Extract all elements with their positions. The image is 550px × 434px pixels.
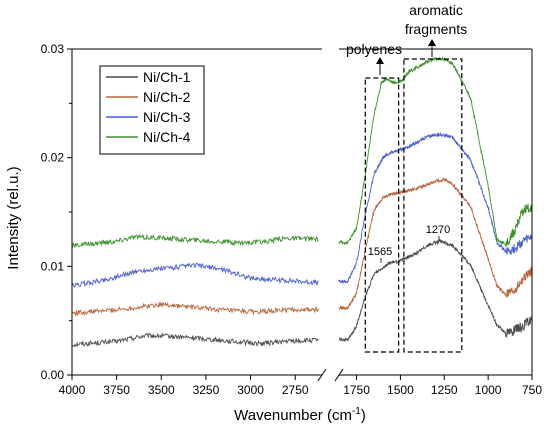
series-line-ni-ch-4-right	[338, 56, 533, 248]
series-line-ni-ch-2-right	[338, 177, 533, 311]
x-tick-label: 1000	[475, 383, 502, 397]
annotation-boxes	[364, 58, 463, 353]
x-tick-label: 1500	[387, 383, 414, 397]
peak-label-1270: 1270	[426, 224, 450, 236]
polyenes-arrow	[376, 57, 384, 75]
x-tick-label: 750	[522, 383, 542, 397]
axis-break-mark-2	[334, 368, 344, 382]
y-tick-label: 0.03	[41, 42, 65, 56]
legend-label-ni-ch-2: Ni/Ch-2	[143, 89, 191, 105]
legend-frame	[99, 65, 205, 155]
x-tick-label: 3750	[103, 383, 130, 397]
legend-label-ni-ch-1: Ni/Ch-1	[143, 69, 191, 85]
series-line-ni-ch-4-left	[71, 233, 319, 248]
y-tick-label: 0.02	[41, 151, 65, 165]
polyenes-box	[364, 77, 400, 353]
x-axis-title: Wavenumber (cm-1)	[234, 406, 366, 424]
legend-label-ni-ch-3: Ni/Ch-3	[143, 109, 191, 125]
series-line-ni-ch-3-right	[338, 132, 533, 285]
peak-label-1565: 1565	[368, 246, 392, 258]
series-line-ni-ch-1-left	[71, 332, 319, 348]
x-axis-title-sup: -1	[352, 406, 361, 417]
aromatic-label-line2: fragments	[405, 21, 467, 37]
y-axis-title: Intensity (rel.u.)	[5, 166, 22, 269]
aromatic-box	[403, 58, 463, 353]
series-line-ni-ch-1-right	[338, 239, 533, 343]
polyenes-label: polyenes	[346, 41, 402, 57]
x-tick-label: 4000	[59, 383, 86, 397]
aromatic-arrow	[428, 39, 436, 57]
legend-entries: Ni/Ch-1 Ni/Ch-2 Ni/Ch-3 Ni/Ch-4	[106, 69, 191, 145]
x-axis-title-end: )	[361, 407, 366, 424]
x-axis-title-main: Wavenumber (cm	[234, 407, 352, 424]
axes: 0.00 0.01 0.02 0.03 4000 3750 3500 3250 3000 2750…	[41, 42, 543, 397]
legend: Ni/Ch-1 Ni/Ch-2 Ni/Ch-3 Ni/Ch-4	[99, 65, 205, 155]
series-layer	[71, 56, 533, 348]
x-tick-label: 1750	[343, 383, 370, 397]
series-line-ni-ch-3-left	[71, 262, 319, 288]
x-tick-label: 3000	[237, 383, 264, 397]
axis-break-mark-1	[317, 368, 327, 382]
aromatic-label-line1: aromatic	[409, 2, 463, 18]
x-tick-label: 2750	[282, 383, 309, 397]
x-tick-label: 1250	[431, 383, 458, 397]
x-tick-label: 3500	[148, 383, 175, 397]
series-line-ni-ch-2-left	[71, 301, 319, 317]
y-tick-label: 0.00	[41, 368, 65, 382]
x-tick-label: 3250	[193, 383, 220, 397]
legend-label-ni-ch-4: Ni/Ch-4	[143, 129, 191, 145]
y-tick-label: 0.01	[41, 259, 65, 273]
